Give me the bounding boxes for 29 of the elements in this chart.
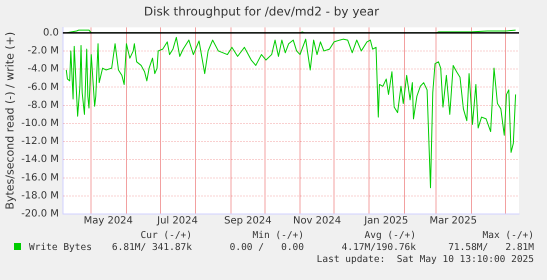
x-tick-label: Mar 2025 <box>429 216 477 227</box>
legend-label: Write Bytes <box>28 242 92 253</box>
text: 71.58M/ 2.81M <box>448 242 534 253</box>
y-tick-label: -18.0 M <box>21 190 59 202</box>
text: 4.17M/190.76k <box>342 242 416 253</box>
x-tick-label: May 2024 <box>84 216 133 227</box>
y-tick-label: -8.0 M <box>28 100 59 111</box>
y-tick-label: -2.0 M <box>28 46 59 57</box>
y-tick-label: -14.0 M <box>21 154 59 166</box>
x-tick-label: Sep 2024 <box>224 216 272 227</box>
text: 6.81M/ 341.87k <box>112 242 192 253</box>
text: Min (-/+) <box>252 230 304 241</box>
x-tick-label: Jan 2025 <box>363 216 408 227</box>
y-tick-label: -10.0 M <box>21 118 59 130</box>
text: Last update: Sat May 10 13:10:00 2025 <box>316 254 534 265</box>
y-tick-label: -12.0 M <box>21 136 59 148</box>
text: Max (-/+) <box>482 230 534 241</box>
chart-title: Disk throughput for /dev/md2 - by year <box>144 4 380 18</box>
y-tick-label: -6.0 M <box>28 82 59 93</box>
text: Cur (-/+) <box>140 230 192 241</box>
x-tick-label: Jul 2024 <box>156 216 198 227</box>
y-axis-title: Bytes/second read (-) / write (+) <box>3 32 16 210</box>
text: Avg (-/+) <box>364 230 416 241</box>
y-tick-label: 0.0 <box>42 27 59 38</box>
y-tick-label: -16.0 M <box>21 172 59 184</box>
y-tick-label: -4.0 M <box>28 64 59 75</box>
y-tick-label: -20.0 M <box>21 208 59 220</box>
x-tick-label: Nov 2024 <box>292 216 342 227</box>
text: 0.00 / 0.00 <box>230 242 304 253</box>
